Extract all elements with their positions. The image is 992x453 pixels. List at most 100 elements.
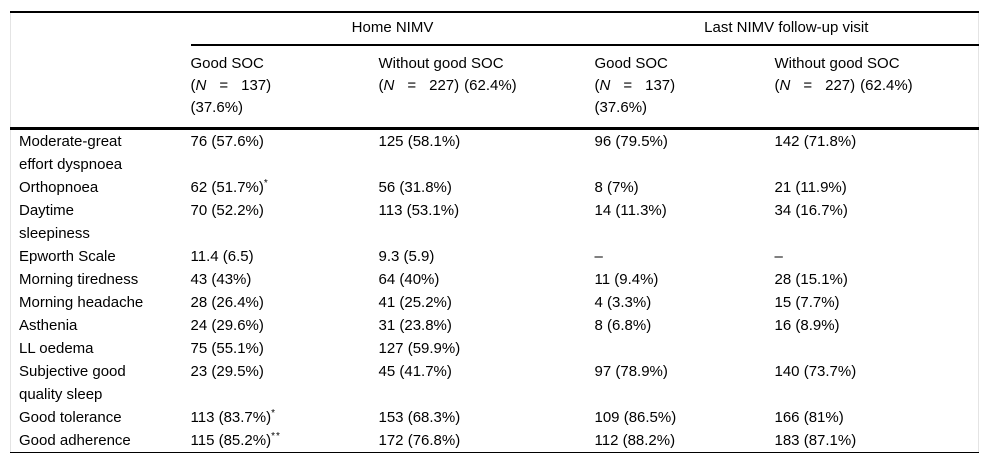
cell-value: 183 (87.1%) [774,432,857,449]
cell [775,337,979,360]
equals-sign: = [803,77,813,94]
cell-value: 97 (78.9%) [594,363,668,380]
cell-value: 24 (29.6%) [190,317,264,334]
group-header-home-nimv: Home NIMV [190,12,595,46]
cell: – [775,245,979,268]
cell: 15 (7.7%) [775,291,979,314]
n-symbol: N [779,77,791,94]
table-row: Morning headache 28 (26.4%) 41 (25.2%) 4… [11,291,979,314]
cell: 113 (53.1%) [379,199,595,245]
cell-value: 15 (7.7%) [774,294,840,311]
row-label: Good adherence [19,432,131,449]
table-row: Morning tiredness 43 (43%) 64 (40%) 11 (… [11,268,979,291]
cell: 62 (51.7%)* [191,176,379,199]
cell-value: 140 (73.7%) [774,363,857,380]
cell: 172 (76.8%) [379,429,595,453]
cell-value: 4 (3.3%) [594,294,652,311]
cell-value: 153 (68.3%) [378,409,461,426]
cell-value: 115 (85.2%) [190,432,272,449]
table-row: Good tolerance 113 (83.7%)* 153 (68.3%) … [11,406,979,429]
row-label: Morning headache [19,294,144,311]
significance-marker: ** [271,431,281,442]
table-row: Subjective good quality sleep 23 (29.5%)… [11,360,979,406]
cell-value: 127 (59.9%) [378,340,461,357]
cell: 8 (7%) [595,176,775,199]
row-label: Subjective good quality sleep [19,363,126,403]
cell: 43 (43%) [191,268,379,291]
column-header-n-line: (N = 137) [191,75,379,97]
cell-value: 28 (15.1%) [774,271,848,288]
cell-value: 112 (88.2%) [594,432,676,449]
column-header-n-line: (N = 227) (62.4%) [379,75,595,97]
group-header-row: Home NIMV Last NIMV follow-up visit [11,12,979,46]
cell-value: 8 (7%) [594,179,639,196]
cell: 109 (86.5%) [595,406,775,429]
row-label: Good tolerance [19,409,122,426]
row-label: Morning tiredness [19,271,139,288]
column-header-title: Without good SOC [774,55,900,72]
column-header-without-soc-home: Without good SOC (N = 227) (62.4%) [378,45,595,130]
table-body: Moderate-great effort dyspnoea 76 (57.6%… [11,129,979,453]
row-label: Orthopnoea [19,179,99,196]
column-header-title: Good SOC [190,55,264,72]
table-row: Moderate-great effort dyspnoea 76 (57.6%… [11,129,979,177]
cell: 113 (83.7%)* [191,406,379,429]
cell: 166 (81%) [775,406,979,429]
cell-value: 21 (11.9%) [774,179,847,196]
column-header-percent: (37.6%) [190,99,244,116]
cell: 96 (79.5%) [595,129,775,177]
column-header-n-line: (N = 227) (62.4%) [775,75,979,97]
cell: 70 (52.2%) [191,199,379,245]
column-header-n-line: (N = 137) [595,75,775,97]
cell: 14 (11.3%) [595,199,775,245]
cell: 21 (11.9%) [775,176,979,199]
cell: 97 (78.9%) [595,360,775,406]
cell-value: – [774,248,783,265]
row-label: Daytime sleepiness [19,202,90,242]
row-label: Asthenia [19,317,78,334]
cell-value: 172 (76.8%) [378,432,461,449]
group-header-last-visit: Last NIMV follow-up visit [594,12,979,46]
cell-value: 8 (6.8%) [594,317,652,334]
cell: 115 (85.2%)** [191,429,379,453]
cell-value: 113 (83.7%) [190,409,272,426]
cell-value: 76 (57.6%) [190,133,264,150]
table-row: LL oedema 75 (55.1%) 127 (59.9%) [11,337,979,360]
table-row: Good adherence 115 (85.2%)** 172 (76.8%)… [11,429,979,453]
significance-marker: * [271,408,277,419]
table-header: Home NIMV Last NIMV follow-up visit Good… [10,12,979,130]
column-header-percent: (62.4%) [860,77,913,94]
n-symbol: N [383,77,395,94]
cell-value: 9.3 (5.9) [378,248,435,265]
table-row: Asthenia 24 (29.6%) 31 (23.8%) 8 (6.8%) … [11,314,979,337]
cell: 28 (15.1%) [775,268,979,291]
cell-value: 43 (43%) [190,271,252,288]
cell: 16 (8.9%) [775,314,979,337]
cell: 41 (25.2%) [379,291,595,314]
significance-marker: * [263,178,269,189]
table-row: Daytime sleepiness 70 (52.2%) 113 (53.1%… [11,199,979,245]
cell-value: 166 (81%) [774,409,844,426]
cell-value: 14 (11.3%) [594,202,667,219]
outcomes-table: Home NIMV Last NIMV follow-up visit Good… [10,11,979,453]
cell: 23 (29.5%) [191,360,379,406]
n-symbol: N [195,77,207,94]
column-header-without-soc-visit: Without good SOC (N = 227) (62.4%) [774,45,979,130]
cell-value: 142 (71.8%) [774,133,857,150]
cell-value: 31 (23.8%) [378,317,452,334]
cell: 153 (68.3%) [379,406,595,429]
column-header-good-soc-visit: Good SOC (N = 137) (37.6%) [594,45,775,130]
cell-value: 64 (40%) [378,271,440,288]
cell: 31 (23.8%) [379,314,595,337]
cell-value: 34 (16.7%) [774,202,848,219]
cell-value: 11 (9.4%) [594,271,659,288]
cell: 125 (58.1%) [379,129,595,177]
cell: – [595,245,775,268]
table-row: Orthopnoea 62 (51.7%)* 56 (31.8%) 8 (7%)… [11,176,979,199]
table-row: Epworth Scale 11.4 (6.5) 9.3 (5.9) – – [11,245,979,268]
cell: 11 (9.4%) [595,268,775,291]
cell: 4 (3.3%) [595,291,775,314]
row-label: Epworth Scale [19,248,116,265]
cell: 140 (73.7%) [775,360,979,406]
cell-value: 109 (86.5%) [594,409,677,426]
